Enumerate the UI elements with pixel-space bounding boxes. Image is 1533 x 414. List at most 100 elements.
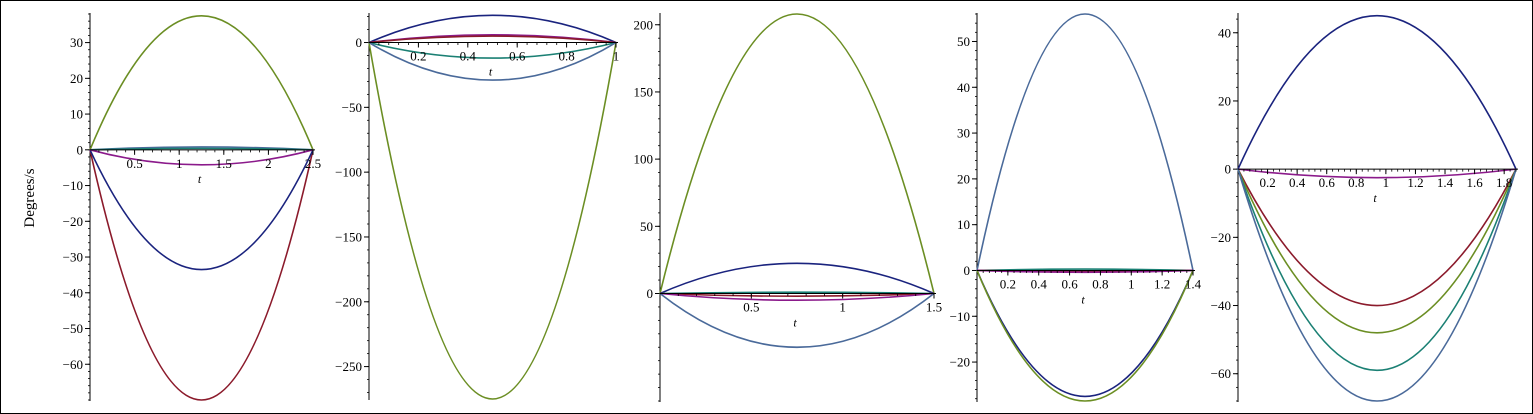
series-curve-4 [1237, 168, 1517, 334]
y-tick-label: 0 [964, 263, 971, 278]
y-tick-label: −30 [63, 250, 83, 265]
x-axis-label: t [198, 172, 202, 186]
series-curve-1 [368, 42, 617, 400]
series-curve-4 [976, 269, 1194, 274]
x-tick-label: 0.6 [1061, 276, 1078, 291]
x-tick-label: 1.6 [1466, 175, 1483, 190]
series-curve-5 [89, 147, 314, 151]
x-tick-label: 2.5 [305, 156, 321, 171]
y-tick-label: 30 [957, 126, 970, 141]
y-tick-label: −20 [1211, 230, 1231, 245]
y-tick-label: 10 [957, 217, 970, 232]
series-curve-6 [976, 270, 1194, 402]
x-tick-label: 0.4 [1289, 175, 1306, 190]
series-curve-6 [1237, 168, 1517, 402]
series-curve-3 [89, 149, 314, 271]
y-tick-label: 10 [70, 107, 83, 122]
y-tick-label: 30 [70, 35, 83, 50]
x-tick-label: 1.2 [1407, 175, 1423, 190]
x-tick-label: 0.5 [743, 300, 759, 315]
series-curve-2 [89, 149, 314, 401]
y-tick-label: 150 [634, 84, 654, 99]
y-tick-label: −250 [335, 359, 362, 374]
y-tick-label: 40 [957, 80, 970, 95]
series-curve-6 [368, 41, 617, 81]
y-tick-label: 100 [634, 152, 654, 167]
y-tick-label: −40 [63, 285, 83, 300]
x-tick-label: 0.5 [126, 156, 142, 171]
x-tick-label: 1 [1128, 276, 1135, 291]
series-curve-5 [659, 292, 935, 301]
chart-panel-2: −250 −200 −150 −100 −50 0 0.2 0.4 0.6 0.8 1 t [335, 13, 619, 400]
x-tick-label: 0.8 [1348, 175, 1364, 190]
chart-panel-4: −20 −10 0 10 20 30 40 50 0.2 0.4 0.6 0.8 1 1.2 1.4 t [950, 13, 1202, 402]
y-tick-label: 0 [647, 286, 654, 301]
y-tick-label: 20 [1218, 93, 1231, 108]
series-curve-3 [1237, 168, 1517, 307]
x-tick-label: 1.4 [1185, 276, 1202, 291]
x-tick-label: 0.4 [1031, 276, 1048, 291]
y-tick-label: −40 [1211, 298, 1231, 313]
x-tick-label: 0.2 [1000, 276, 1016, 291]
series-curve-4 [368, 35, 617, 44]
series-curve-1 [659, 13, 935, 294]
y-tick-label: −50 [63, 321, 83, 336]
y-tick-label: −200 [335, 294, 362, 309]
y-tick-label: 20 [70, 71, 83, 86]
x-axis-label: t [1081, 292, 1085, 306]
y-tick-label: −10 [950, 309, 970, 324]
y-axis-label: Degrees/s [22, 168, 38, 227]
series-curve-1 [976, 13, 1194, 271]
series-curve-1 [89, 14, 314, 151]
series-curve-6 [659, 292, 935, 349]
series-curve-5 [1237, 168, 1517, 372]
x-tick-label: 1.5 [926, 300, 942, 315]
x-tick-label: 0.6 [509, 49, 526, 64]
x-tick-label: 1.2 [1154, 276, 1170, 291]
y-tick-label: 0 [1225, 162, 1232, 177]
y-tick-label: −150 [335, 229, 362, 244]
chart-panel-5: −60 −40 −20 0 20 40 0.2 0.4 0.6 0.8 1 1.2 1.4 1.6 1.8 t [1211, 13, 1518, 402]
x-tick-label: 1 [839, 300, 846, 315]
x-tick-label: 0.2 [1259, 175, 1275, 190]
y-tick-label: −20 [950, 355, 970, 370]
y-tick-label: 0 [356, 35, 363, 50]
y-tick-label: −50 [342, 100, 362, 115]
series-curve-3 [659, 291, 935, 295]
x-tick-label: 1 [176, 156, 183, 171]
y-tick-label: −10 [63, 178, 83, 193]
series-curve-2 [1237, 168, 1517, 179]
y-tick-label: 50 [957, 34, 970, 49]
chart-panel-1: −60 −50 −40 −30 −20 −10 0 10 20 30 0.5 1 1.5 2 2.5 t [63, 13, 321, 401]
x-tick-label: 0.6 [1319, 175, 1336, 190]
y-tick-label: −20 [63, 214, 83, 229]
y-tick-label: −100 [335, 165, 362, 180]
x-tick-label: 1 [613, 49, 620, 64]
y-tick-label: 200 [634, 17, 654, 32]
series-curve-2 [368, 14, 617, 44]
x-tick-label: 0.8 [1092, 276, 1108, 291]
x-tick-label: 0.4 [460, 49, 477, 64]
series-curve-6 [89, 149, 314, 166]
y-tick-label: −60 [1211, 366, 1231, 381]
series-curve-1 [1237, 14, 1517, 170]
series-curve-2 [659, 262, 935, 295]
series-curve-5 [976, 270, 1194, 397]
y-tick-label: 40 [1218, 25, 1231, 40]
series-curve-4 [659, 292, 935, 297]
x-axis-label: t [1373, 191, 1377, 205]
series-curve-5 [368, 41, 617, 59]
y-tick-label: 50 [640, 219, 653, 234]
series-curve-2 [976, 268, 1194, 272]
x-tick-label: 1.8 [1496, 175, 1512, 190]
x-axis-label: t [793, 316, 797, 330]
x-tick-label: 1.4 [1437, 175, 1454, 190]
x-tick-label: 0.2 [410, 49, 426, 64]
x-tick-label: 2 [265, 156, 272, 171]
x-axis-label: t [489, 65, 493, 79]
x-tick-label: 1.5 [216, 156, 232, 171]
x-tick-label: 0.8 [558, 49, 574, 64]
